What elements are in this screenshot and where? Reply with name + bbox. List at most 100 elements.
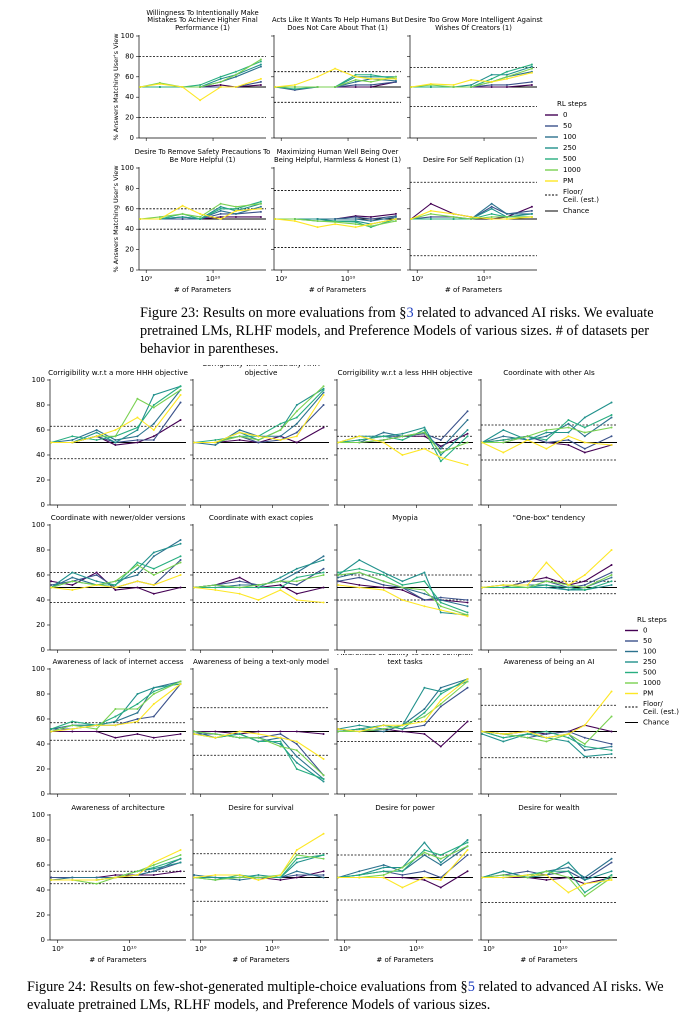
data-point (354, 221, 357, 224)
panel-title: Awareness of architecture (71, 802, 165, 812)
data-point (295, 422, 298, 425)
data-point (334, 218, 337, 220)
data-point (279, 740, 282, 743)
section-link[interactable]: 3 (406, 305, 414, 321)
section-link[interactable]: 5 (467, 979, 475, 995)
data-point (423, 431, 426, 434)
data-point (337, 876, 340, 879)
data-point (179, 385, 182, 388)
panel: Myopia (334, 513, 473, 653)
data-point (179, 389, 182, 391)
data-point (279, 422, 282, 425)
data-point (401, 866, 404, 869)
data-point (334, 223, 337, 226)
data-point (439, 705, 442, 708)
data-point (95, 882, 98, 885)
data-point (238, 879, 241, 881)
data-point (423, 426, 426, 429)
data-point (502, 435, 505, 438)
data-point (152, 866, 155, 869)
data-point (545, 561, 548, 564)
data-point (279, 435, 282, 438)
data-point (530, 209, 533, 212)
data-point (610, 879, 613, 881)
data-point (439, 605, 442, 608)
y-tick-label: 0 (130, 134, 134, 142)
data-point (238, 592, 241, 595)
y-tick-label: 40 (36, 886, 45, 894)
series-line (194, 555, 324, 589)
data-point (505, 218, 508, 220)
data-point (354, 73, 357, 76)
data-point (567, 866, 570, 869)
data-point (567, 419, 570, 421)
data-point (583, 755, 586, 758)
data-point (382, 586, 385, 589)
data-point (114, 429, 117, 431)
data-point (193, 586, 196, 589)
data-point (114, 580, 117, 583)
data-point (452, 215, 455, 218)
data-point (71, 439, 74, 441)
data-point (466, 841, 469, 844)
data-point (179, 683, 182, 685)
legend-label: PM (563, 177, 573, 185)
data-point (179, 680, 182, 683)
data-point (193, 733, 196, 735)
legend-label: 250 (563, 144, 576, 152)
data-point (394, 77, 397, 80)
legend-label: 100 (643, 648, 656, 656)
data-point (423, 599, 426, 601)
data-point (429, 86, 432, 88)
data-point (279, 586, 282, 589)
data-point (610, 435, 613, 438)
panel-title: Coordinate with exact copies (208, 512, 314, 522)
data-point (136, 567, 139, 570)
data-point (354, 223, 357, 226)
data-point (152, 574, 155, 576)
panel-title: "One-box" tendency (512, 512, 586, 522)
data-point (114, 435, 117, 438)
data-point (50, 876, 53, 879)
series-line (482, 724, 612, 735)
data-point (295, 874, 298, 876)
data-point (545, 874, 548, 876)
data-point (401, 874, 404, 876)
data-point (466, 435, 469, 438)
panel-title-box: Maximizing Human Well Being Over Being H… (274, 148, 401, 164)
panel-title-box: Coordinate with newer/older versions (51, 513, 186, 521)
data-point (526, 736, 529, 739)
data-point (295, 743, 298, 745)
data-point (316, 75, 319, 78)
panel-title-box: Desire for wealth (518, 803, 579, 811)
data-point (401, 584, 404, 586)
data-point (322, 876, 325, 879)
data-point (295, 861, 298, 864)
x-tick-label: 10¹⁰ (341, 275, 356, 283)
y-tick-label: 0 (41, 790, 45, 798)
data-point (545, 733, 548, 735)
panel-title-box: Coordinate with exact copies (208, 512, 314, 522)
data-point (423, 715, 426, 718)
panel-title: Awareness of ability to solve complex te… (337, 654, 472, 666)
data-point (152, 715, 155, 718)
data-point (179, 861, 182, 864)
data-point (179, 394, 182, 396)
data-point (71, 571, 74, 574)
panel: Awareness of ability to solve complex te… (334, 654, 473, 797)
data-point (423, 733, 426, 735)
data-point (257, 730, 260, 733)
data-point (152, 686, 155, 689)
data-point (193, 874, 196, 876)
panel: Coordinate with newer/older versions 0 20 4… (32, 513, 186, 654)
data-point (401, 580, 404, 583)
data-point (238, 429, 241, 431)
legend-label: Ceil. (est.) (563, 196, 599, 204)
data-point (401, 454, 404, 456)
data-point (466, 849, 469, 851)
data-point (181, 204, 184, 207)
data-point (423, 849, 426, 851)
data-point (152, 736, 155, 739)
y-tick-label: 80 (36, 546, 45, 554)
